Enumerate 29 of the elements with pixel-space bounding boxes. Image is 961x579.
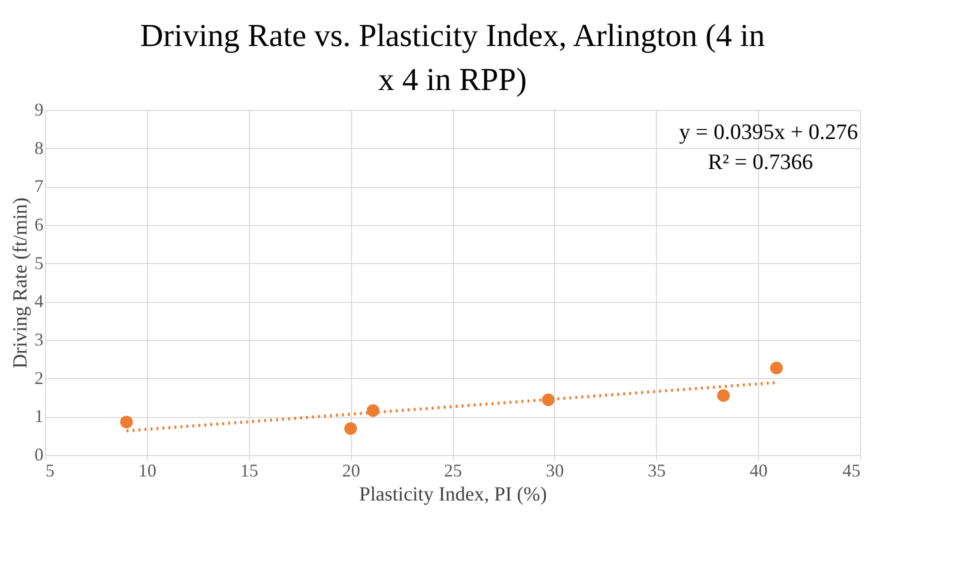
annotation: R² = 0.7366 bbox=[708, 149, 813, 174]
y-tick-label: 7 bbox=[34, 176, 44, 196]
y-tick-label: 1 bbox=[34, 406, 44, 426]
x-axis-title: Plasticity Index, PI (%) bbox=[359, 484, 547, 506]
x-tick-label: 40 bbox=[750, 460, 768, 480]
point bbox=[366, 404, 380, 417]
chart-title: Driving Rate vs. Plasticity Index, Arlington (4 in x 4 in RPP) bbox=[140, 17, 765, 97]
point bbox=[770, 362, 783, 374]
x-tick-label: 20 bbox=[342, 460, 360, 480]
y-tick-label: 8 bbox=[34, 138, 44, 158]
y-tick-label: 0 bbox=[34, 444, 44, 464]
x-tick-label: 10 bbox=[138, 460, 156, 480]
point bbox=[344, 422, 357, 435]
x-tick-label: 25 bbox=[444, 460, 462, 480]
point bbox=[120, 416, 133, 428]
y-tick-label: 4 bbox=[34, 291, 44, 312]
point bbox=[542, 393, 555, 406]
y-tick-label: 9 bbox=[34, 100, 44, 120]
x-tick-label: 15 bbox=[240, 460, 258, 480]
y-tick-label: 3 bbox=[34, 330, 44, 350]
x-tick-label: 30 bbox=[546, 460, 564, 480]
y-tick-label: 2 bbox=[34, 368, 44, 388]
point bbox=[717, 389, 730, 402]
x-tick-label: 35 bbox=[648, 460, 666, 480]
x-tick-label: 45 bbox=[842, 460, 860, 480]
y-tick-label: 5 bbox=[34, 252, 44, 273]
y-tick-label: 6 bbox=[34, 214, 44, 234]
y-axis-title: Driving Rate (ft/min) bbox=[10, 197, 32, 369]
annotation: y = 0.0395x + 0.276 bbox=[679, 119, 858, 144]
